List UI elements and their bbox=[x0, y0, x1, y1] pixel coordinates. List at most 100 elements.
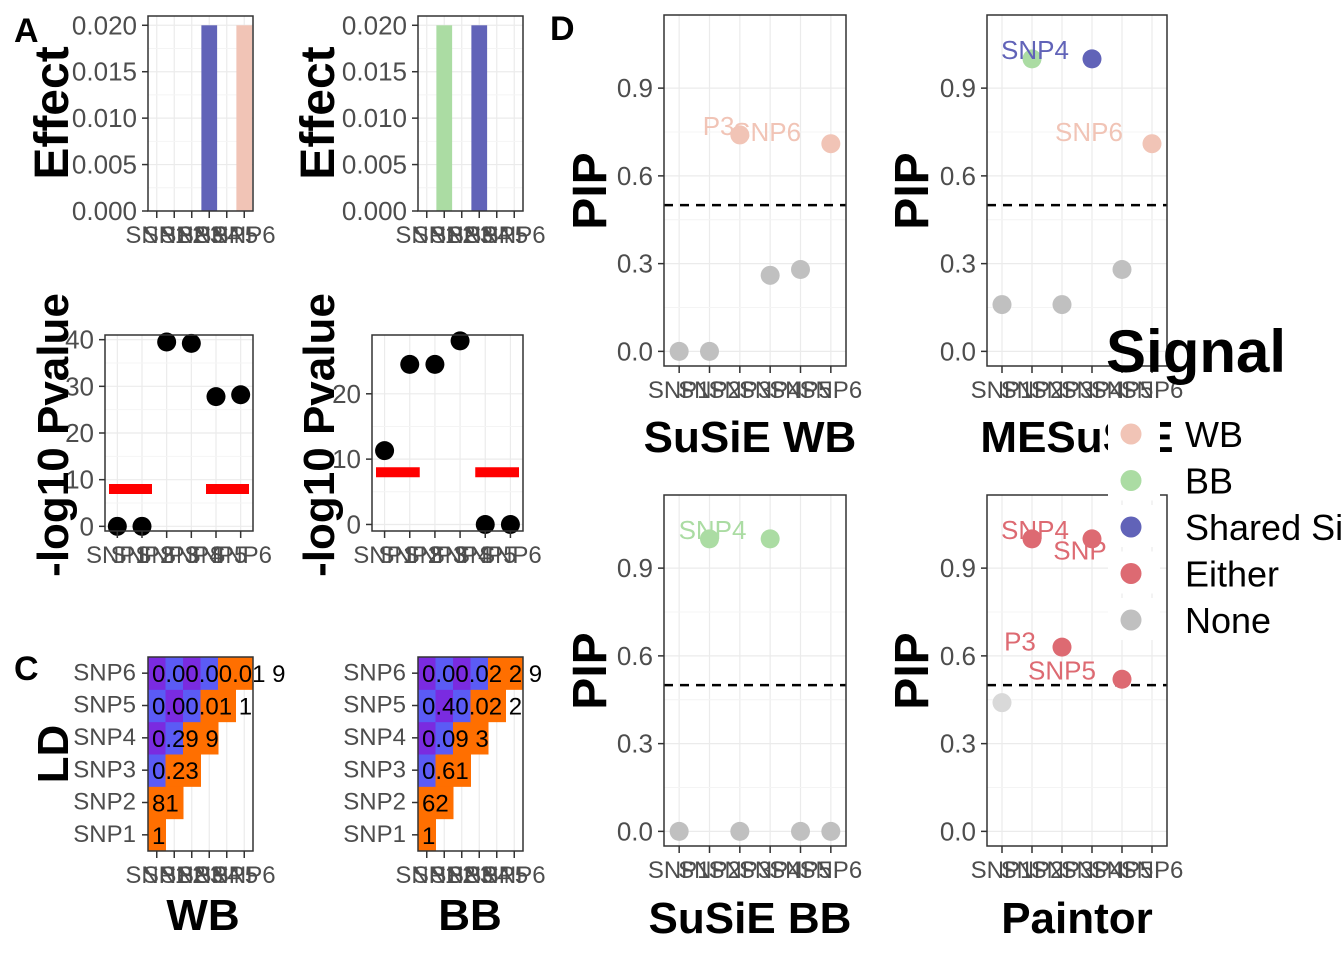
y-tick-label: 20 bbox=[332, 379, 361, 409]
ld-cell bbox=[148, 657, 166, 690]
x-tick-label: SNP2 bbox=[1001, 377, 1064, 404]
legend-key bbox=[1120, 423, 1142, 445]
x-tick-label: SNP2 bbox=[1001, 857, 1064, 884]
point bbox=[1022, 49, 1042, 69]
ld-cell-label: 0.00.00.01 9 bbox=[152, 661, 285, 688]
point bbox=[791, 259, 810, 279]
x-tick-label: SNP2 bbox=[413, 862, 476, 889]
point bbox=[992, 693, 1012, 713]
x-tick-label: SNP5 bbox=[195, 222, 258, 249]
panel-border bbox=[417, 15, 524, 212]
point-annotation: P3 bbox=[703, 111, 735, 141]
x-tick-label: SNP5 bbox=[1091, 377, 1154, 404]
y-axis-title: PIP bbox=[564, 152, 617, 229]
y-tick-label: 0.020 bbox=[72, 10, 137, 40]
x-tick-label: SNP4 bbox=[429, 542, 492, 569]
y-tick-label: 0.000 bbox=[342, 196, 407, 226]
ld-cell bbox=[435, 689, 454, 723]
ld-cell-label: 1 bbox=[152, 823, 165, 850]
y-tick-label: SNP6 bbox=[73, 659, 136, 686]
y-tick-label: 0.000 bbox=[72, 196, 137, 226]
legend-label: Either bbox=[1185, 554, 1279, 595]
ld-cell-label: 0.00.01 1 bbox=[152, 694, 252, 721]
ld-cell bbox=[165, 689, 184, 723]
ld-cell-label: 0.29 9 bbox=[152, 726, 219, 753]
point-annotation: SNP4 bbox=[1001, 35, 1069, 65]
x-tick-label: SNP3 bbox=[404, 542, 467, 569]
legend-title: Signal bbox=[1106, 318, 1286, 385]
y-tick-label: 0.9 bbox=[940, 73, 976, 103]
point-annotation: SNP6 bbox=[733, 117, 801, 147]
x-tick-label: SNP4 bbox=[448, 862, 511, 889]
x-tick-label: SNP1 bbox=[395, 862, 458, 889]
x-tick-label: SNP3 bbox=[160, 862, 223, 889]
panel-letter-c: C bbox=[14, 650, 39, 688]
x-tick-label: SNP3 bbox=[708, 857, 771, 884]
y-tick-label: 0.0 bbox=[940, 336, 976, 366]
plot-background bbox=[664, 15, 846, 366]
point-annotation: SNP4 bbox=[679, 515, 747, 545]
x-tick-label: SNP1 bbox=[971, 377, 1034, 404]
point bbox=[1022, 529, 1042, 549]
x-tick-label: SNP3 bbox=[1031, 377, 1094, 404]
ld-cell bbox=[200, 689, 219, 723]
ld-cell bbox=[148, 721, 166, 755]
x-tick-label: SNP5 bbox=[465, 222, 528, 249]
x-tick-label: SNP6 bbox=[799, 377, 862, 404]
ld-cell bbox=[418, 689, 436, 723]
ld-cell bbox=[200, 721, 219, 755]
point bbox=[1082, 529, 1102, 549]
bar bbox=[236, 25, 253, 211]
point bbox=[181, 333, 201, 353]
x-tick-label: SNP2 bbox=[678, 377, 741, 404]
point bbox=[500, 514, 520, 534]
y-tick-label: SNP2 bbox=[73, 789, 136, 816]
x-tick-label: SNP3 bbox=[160, 222, 223, 249]
x-tick-label: SNP6 bbox=[483, 222, 546, 249]
plot-background bbox=[664, 495, 846, 846]
x-tick-label: SNP6 bbox=[1121, 857, 1184, 884]
y-tick-label: 0.015 bbox=[342, 57, 407, 87]
x-tick-label: SNP5 bbox=[465, 862, 528, 889]
ld-cell bbox=[218, 689, 236, 723]
y-tick-label: 0.005 bbox=[72, 150, 137, 180]
ld-cell-label: 0.40.02 2 bbox=[422, 694, 522, 721]
ld-cell bbox=[470, 657, 489, 690]
ld-cell-label: 81 bbox=[152, 791, 179, 818]
ld-cell-label: 0.23 bbox=[152, 758, 199, 785]
legend-label: WB bbox=[1185, 414, 1243, 455]
x-tick-label: SNP6 bbox=[483, 862, 546, 889]
y-tick-label: 0.0 bbox=[617, 336, 653, 366]
y-tick-label: 0.3 bbox=[940, 249, 976, 279]
ld-cell bbox=[470, 721, 489, 755]
x-tick-label: SNP6 bbox=[1121, 377, 1184, 404]
y-tick-label: SNP4 bbox=[343, 724, 406, 751]
plot-background bbox=[418, 16, 523, 211]
point-annotation: SNP6 bbox=[1055, 117, 1123, 147]
x-tick-label: SNP5 bbox=[769, 857, 832, 884]
x-tick-label: SNP4 bbox=[178, 222, 241, 249]
x-tick-label: SNP2 bbox=[111, 542, 174, 569]
ld-cell bbox=[435, 721, 454, 755]
y-axis-title: LD bbox=[29, 725, 78, 784]
panel-pip-mesusie: 0.00.30.60.9SNP4SNP6SNP1SNP2SNP3SNP4SNP5… bbox=[886, 14, 1184, 462]
y-tick-label: 0.3 bbox=[940, 729, 976, 759]
x-tick-label: SNP2 bbox=[378, 542, 441, 569]
ld-cell bbox=[435, 657, 454, 690]
y-tick-label: 0.020 bbox=[342, 10, 407, 40]
ld-cell bbox=[488, 657, 506, 690]
point bbox=[231, 385, 251, 405]
x-tick-label: SNP3 bbox=[708, 377, 771, 404]
y-axis-title: -log10 Pvalue bbox=[295, 293, 344, 577]
y-tick-label: 0.6 bbox=[617, 161, 653, 191]
ld-cell bbox=[488, 689, 506, 723]
point bbox=[791, 821, 810, 841]
y-axis-title: Effect bbox=[26, 46, 79, 179]
panel-ld-wb: 1 SNP1 81 SNP2 0.23 SNP3 0.29 9 SNP4 0.00.01 1 SN… bbox=[29, 656, 285, 940]
y-tick-label: 40 bbox=[65, 325, 94, 355]
panel-border bbox=[371, 334, 524, 532]
ld-cell bbox=[235, 657, 254, 690]
y-axis-title: PIP bbox=[564, 632, 617, 709]
ld-cell bbox=[453, 657, 471, 690]
ld-cell bbox=[418, 657, 436, 690]
